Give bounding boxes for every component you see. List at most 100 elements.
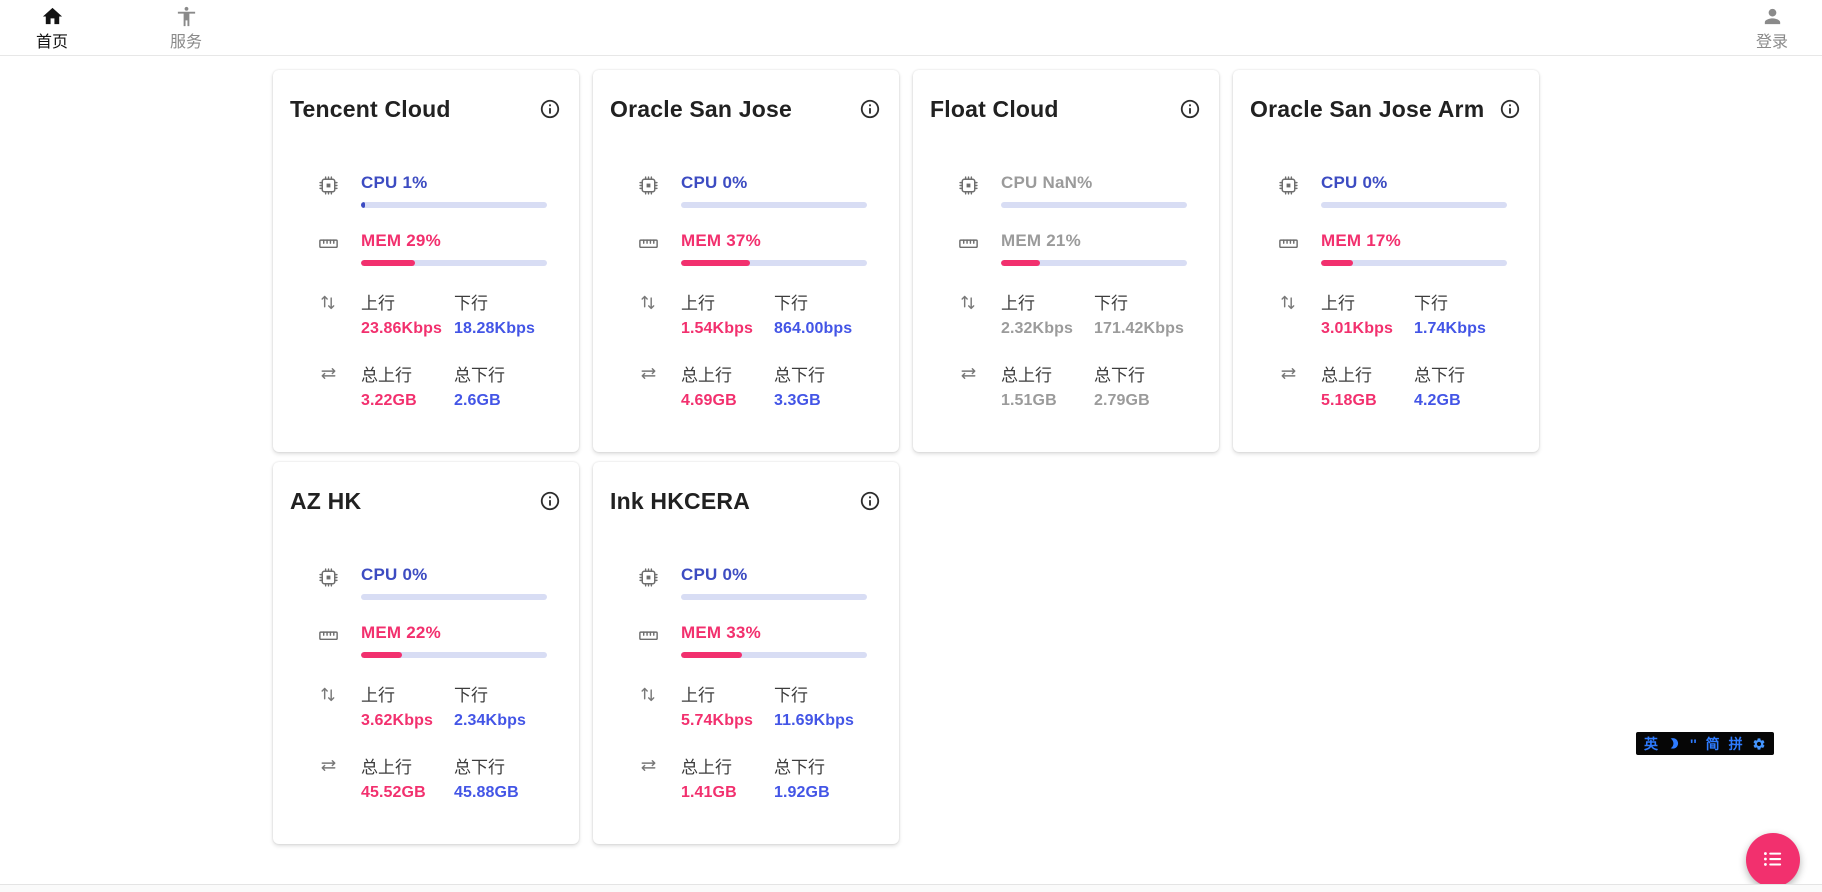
server-card-header: Tencent Cloud <box>273 70 579 123</box>
total-down-label: 总下行 <box>774 366 825 385</box>
cpu-label: CPU <box>361 565 398 584</box>
cpu-progress-bar <box>1321 202 1507 208</box>
mem-progress-fill <box>361 260 415 266</box>
server-card-header: Ink HKCERA <box>593 462 899 515</box>
nav-item-services[interactable]: 服务 <box>162 5 210 51</box>
info-button[interactable] <box>539 490 561 512</box>
info-button[interactable] <box>539 98 561 120</box>
mem-progress-fill <box>1321 260 1353 266</box>
server-card-header: Float Cloud <box>913 70 1219 123</box>
mem-label: MEM <box>1001 231 1042 250</box>
up-down-arrows-icon <box>637 681 681 730</box>
cpu-chip-icon <box>637 565 681 600</box>
cpu-label: CPU <box>1001 173 1038 192</box>
server-stats: CPU 1% MEM 29% <box>273 173 579 410</box>
down-label: 下行 <box>1414 294 1448 313</box>
cpu-progress-bar <box>361 594 547 600</box>
total-down-label: 总下行 <box>454 758 505 777</box>
total-down-value: 45.88GB <box>454 784 519 801</box>
server-name: Oracle San Jose <box>610 96 792 122</box>
mem-progress-bar <box>1321 260 1507 266</box>
mem-progress-fill <box>1001 260 1041 266</box>
cpu-chip-icon <box>637 173 681 208</box>
total-down-label: 总下行 <box>454 366 505 385</box>
down-label: 下行 <box>774 294 808 313</box>
server-name: Float Cloud <box>930 96 1059 122</box>
ime-language-toggle[interactable]: 英 <box>1644 735 1658 752</box>
cpu-row: CPU 0% <box>317 565 579 600</box>
mem-value: 29% <box>406 231 441 250</box>
server-card: Oracle San Jose CPU 0% <box>593 70 899 452</box>
info-button[interactable] <box>1499 98 1521 120</box>
nav-left-group: 首页 服务 <box>28 5 210 51</box>
server-card: AZ HK CPU 0% <box>273 462 579 844</box>
speed-row: 上行 23.86Kbps 下行 18.28Kbps <box>317 289 579 338</box>
mem-row: MEM 37% <box>637 231 899 266</box>
cpu-row: CPU 0% <box>1277 173 1539 208</box>
mem-label: MEM <box>361 623 402 642</box>
moon-icon[interactable] <box>1667 737 1681 751</box>
nav-item-home[interactable]: 首页 <box>28 5 76 51</box>
total-down-label: 总下行 <box>774 758 825 777</box>
mem-row: MEM 21% <box>957 231 1219 266</box>
nav-item-login[interactable]: 登录 <box>1748 5 1796 51</box>
info-button[interactable] <box>859 98 881 120</box>
total-row: 总上行 3.22GB 总下行 2.6GB <box>317 361 579 410</box>
info-icon <box>1179 98 1201 120</box>
server-stats: CPU 0% MEM 22% <box>273 565 579 802</box>
up-label: 上行 <box>1321 294 1355 313</box>
memory-ruler-icon <box>1277 231 1321 266</box>
mem-row: MEM 29% <box>317 231 579 266</box>
up-value: 2.32Kbps <box>1001 320 1073 337</box>
down-value: 2.34Kbps <box>454 712 526 729</box>
server-stats: CPU 0% MEM 37% <box>593 173 899 410</box>
info-button[interactable] <box>1179 98 1201 120</box>
total-up-label: 总上行 <box>681 758 732 777</box>
ime-simplified-toggle[interactable]: 简 <box>1705 735 1720 752</box>
total-up-label: 总上行 <box>361 366 412 385</box>
server-stats: CPU 0% MEM 33% <box>593 565 899 802</box>
info-icon <box>859 490 881 512</box>
cpu-chip-icon <box>317 173 361 208</box>
total-down-label: 总下行 <box>1094 366 1145 385</box>
down-value: 1.74Kbps <box>1414 320 1486 337</box>
mem-value: 37% <box>726 231 761 250</box>
home-icon <box>41 5 64 32</box>
mem-progress-fill <box>681 652 743 658</box>
mem-row: MEM 33% <box>637 623 899 658</box>
mem-label: MEM <box>361 231 402 250</box>
memory-ruler-icon <box>317 623 361 658</box>
server-card: Tencent Cloud CPU 1% <box>273 70 579 452</box>
server-list-fab[interactable] <box>1746 833 1800 887</box>
memory-ruler-icon <box>317 231 361 266</box>
total-down-value: 4.2GB <box>1414 392 1461 409</box>
ime-pinyin-toggle[interactable]: 拼 <box>1728 735 1743 752</box>
mem-value: 17% <box>1366 231 1401 250</box>
info-icon <box>859 98 881 120</box>
swap-arrows-icon <box>637 753 681 802</box>
cpu-row: CPU NaN% <box>957 173 1219 208</box>
info-button[interactable] <box>859 490 881 512</box>
person-icon <box>1761 5 1784 32</box>
gear-icon[interactable] <box>1752 737 1766 751</box>
speed-row: 上行 3.62Kbps 下行 2.34Kbps <box>317 681 579 730</box>
mem-progress-fill <box>361 652 402 658</box>
mem-row: MEM 17% <box>1277 231 1539 266</box>
mem-progress-bar <box>681 652 867 658</box>
cpu-chip-icon <box>317 565 361 600</box>
up-label: 上行 <box>361 686 395 705</box>
nav-home-label: 首页 <box>35 33 68 51</box>
total-up-label: 总上行 <box>1001 366 1052 385</box>
ime-punctuation-toggle[interactable]: '' <box>1690 735 1697 752</box>
cpu-value: 0% <box>722 173 748 192</box>
total-up-value: 5.18GB <box>1321 392 1377 409</box>
list-icon <box>1760 846 1786 875</box>
total-up-label: 总上行 <box>361 758 412 777</box>
cpu-value: 0% <box>722 565 748 584</box>
mem-value: 22% <box>406 623 441 642</box>
top-nav: 首页 服务 登录 <box>0 0 1822 56</box>
mem-label: MEM <box>681 623 722 642</box>
server-card: Float Cloud CPU NaN% <box>913 70 1219 452</box>
cpu-value: NaN% <box>1042 173 1093 192</box>
cpu-chip-icon <box>957 173 1001 208</box>
